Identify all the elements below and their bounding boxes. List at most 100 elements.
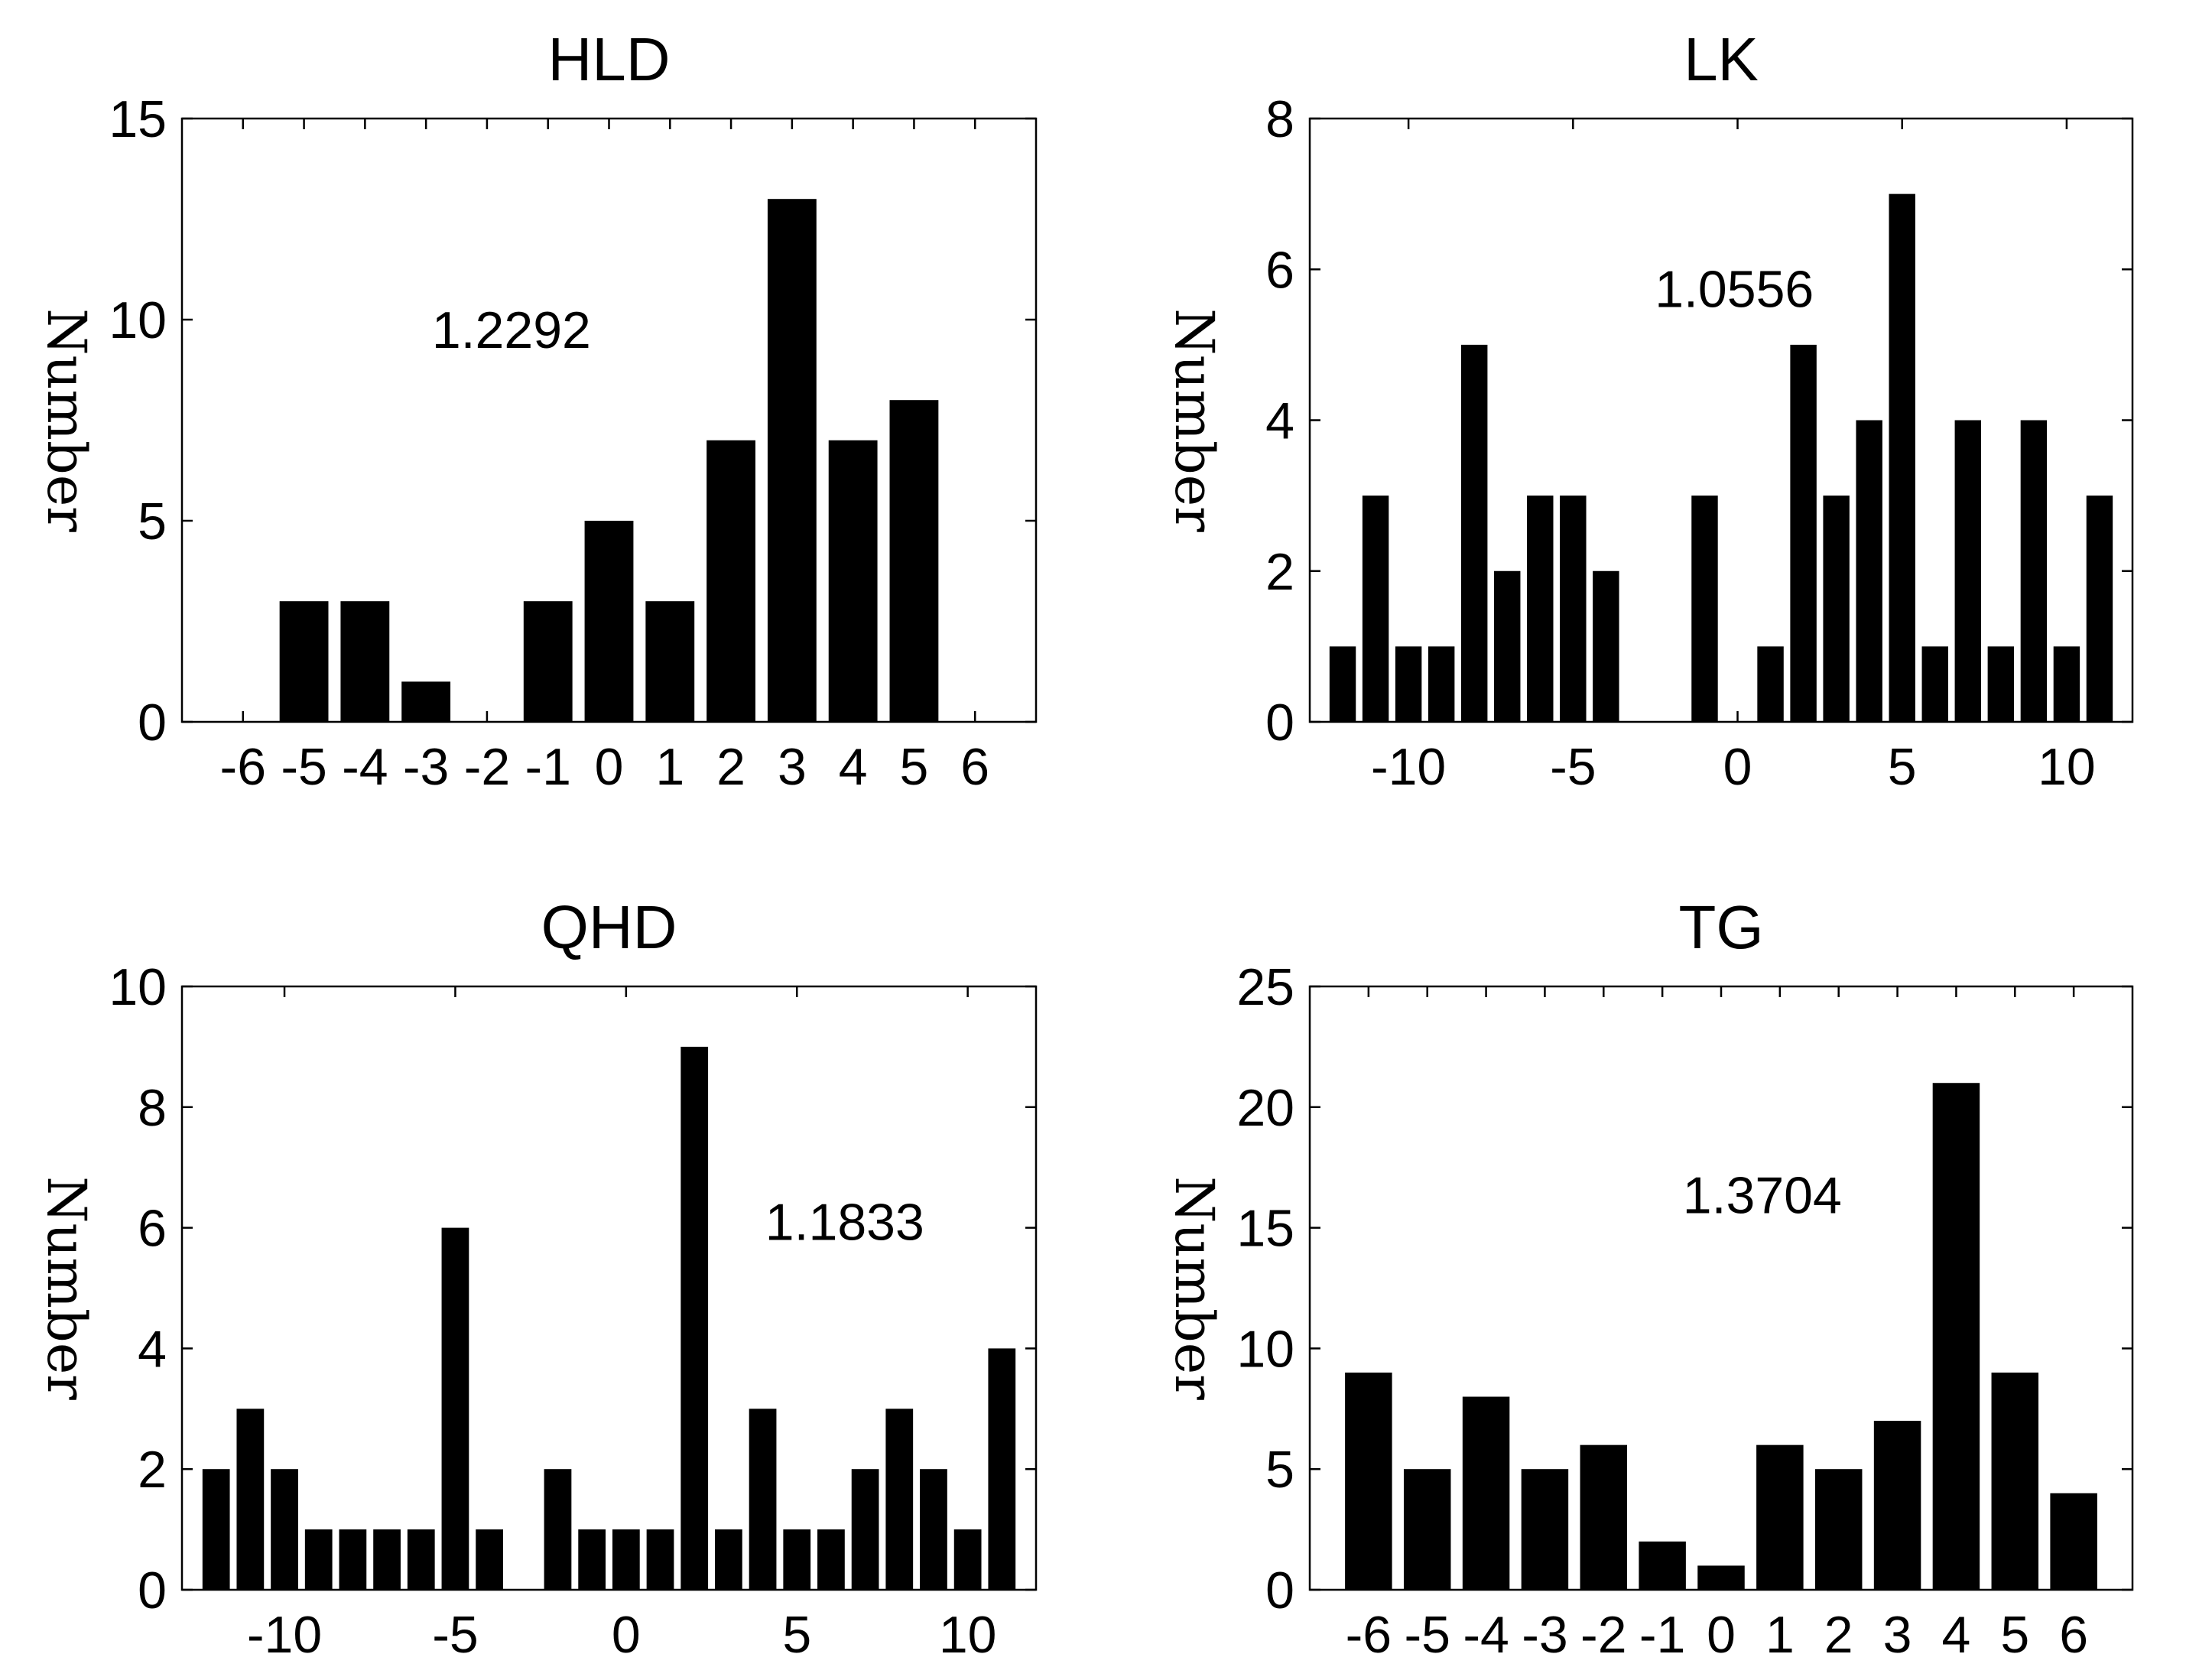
panel-3-bar-8 xyxy=(885,1409,914,1590)
panel-2-xtick-label: 10 xyxy=(2038,738,2096,796)
panel-3-xtick-label: -10 xyxy=(247,1606,322,1664)
panel-4-bar--2 xyxy=(1580,1444,1628,1590)
panel-1-bar-2 xyxy=(706,440,755,722)
panel-2-xtick-label: 0 xyxy=(1723,738,1752,796)
panel-2-bar--10 xyxy=(1395,646,1422,722)
panel-3-bar--7 xyxy=(373,1529,401,1590)
panel-2-bar--4 xyxy=(1593,570,1619,722)
panel-3: -10 -5 0 5 10 0 2 4 6 8 10 QHD Number 1.1833 xyxy=(35,893,1038,1664)
panel-3-ylabel: Number xyxy=(35,1176,98,1400)
panel-2-title: LK xyxy=(1684,25,1759,93)
panel-3-bar-4 xyxy=(749,1409,777,1590)
panel-1-bar--4 xyxy=(340,601,390,722)
panel-1-bar-0 xyxy=(584,521,634,722)
panel-1-bar-4 xyxy=(828,440,878,722)
panel-2-xtick-label: 5 xyxy=(1888,738,1917,796)
panel-4-xtick-label: -6 xyxy=(1346,1606,1392,1664)
panel-2-bar--1 xyxy=(1691,496,1718,722)
panel-3-title: QHD xyxy=(541,893,677,961)
panel-4-ytick-label: 10 xyxy=(1236,1320,1294,1378)
panel-2-bar-6 xyxy=(1921,646,1948,722)
panel-2-bar--5 xyxy=(1560,496,1587,722)
panel-1-xtick-label: 5 xyxy=(900,738,929,796)
panel-4-xtick-label: 6 xyxy=(2059,1606,2088,1664)
panel-1-bar--5 xyxy=(279,601,329,722)
panel-2-annotation: 1.0556 xyxy=(1655,261,1814,319)
panel-3-bar-6 xyxy=(817,1529,845,1590)
panel-1-xtick-label: -5 xyxy=(281,738,326,796)
panel-1-xtick-label: 3 xyxy=(778,738,807,796)
panel-4-bar-2 xyxy=(1814,1469,1863,1590)
panel-3-ytick-label: 8 xyxy=(138,1079,167,1137)
panel-4-bar-3 xyxy=(1873,1421,1921,1590)
panel-2-bar--12 xyxy=(1329,646,1356,722)
panel-2: -10 -5 0 5 10 0 2 4 6 8 LK Number 1.0556 xyxy=(1163,25,2134,796)
panel-3-bar--1 xyxy=(578,1529,606,1590)
panel-1-xtick-label: -4 xyxy=(342,738,388,796)
panel-4-ytick-label: 5 xyxy=(1265,1441,1294,1499)
panel-2-bar-4 xyxy=(1856,420,1882,722)
panel-4-xtick-label: 1 xyxy=(1765,1606,1795,1664)
panel-3-bar--10 xyxy=(271,1469,298,1590)
panel-4-xtick-label: -1 xyxy=(1639,1606,1685,1664)
panel-3-ytick-label: 10 xyxy=(109,958,167,1016)
panel-3-bar--5 xyxy=(441,1227,469,1590)
panel-4-xtick-label: -3 xyxy=(1522,1606,1567,1664)
panel-3-bar-9 xyxy=(920,1469,947,1590)
panel-4-xtick-label: 4 xyxy=(1942,1606,1971,1664)
panel-3-bar--9 xyxy=(304,1529,333,1590)
panel-3-axes-box xyxy=(180,985,1038,1591)
panel-4-bar--6 xyxy=(1345,1372,1392,1590)
panel-2-ytick-label: 2 xyxy=(1265,543,1294,601)
panel-3-bar-1 xyxy=(646,1529,674,1590)
panel-2-bar--11 xyxy=(1362,496,1389,722)
panel-2-bar-2 xyxy=(1790,344,1817,722)
panel-3-bar--6 xyxy=(407,1529,435,1590)
panel-4-xtick-label: 3 xyxy=(1883,1606,1912,1664)
panel-4-ylabel: Number xyxy=(1163,1176,1226,1400)
panel-4-bar--5 xyxy=(1403,1469,1451,1590)
panel-3-bar--11 xyxy=(236,1409,265,1590)
panel-1-xtick-label: -2 xyxy=(464,738,510,796)
panel-4-bar-6 xyxy=(2050,1493,2097,1590)
panel-3-xtick-label: 0 xyxy=(612,1606,641,1664)
panel-4-ytick-label: 20 xyxy=(1236,1079,1294,1137)
panel-3-bar-11 xyxy=(988,1348,1016,1590)
panel-4-title: TG xyxy=(1678,893,1763,961)
panel-2-xtick-label: -10 xyxy=(1371,738,1446,796)
panel-4-annotation: 1.3704 xyxy=(1683,1167,1842,1225)
panel-3-xtick-label: 5 xyxy=(782,1606,811,1664)
panel-2-bar-11 xyxy=(2086,496,2113,722)
panel-2-bar-5 xyxy=(1889,193,1915,722)
panel-4-ytick-label: 0 xyxy=(1265,1561,1294,1620)
panel-4-bar--4 xyxy=(1462,1396,1510,1590)
panel-1-xtick-label: -3 xyxy=(403,738,449,796)
panel-4-ytick-label: 25 xyxy=(1236,958,1294,1016)
panel-2-bar-7 xyxy=(1954,420,1982,722)
panel-1-xtick-label: 0 xyxy=(595,738,624,796)
panel-3-bar--12 xyxy=(202,1469,230,1590)
panel-4-xtick-label: -4 xyxy=(1463,1606,1509,1664)
panel-2-bar--7 xyxy=(1494,570,1521,722)
panel-1-xtick-label: -6 xyxy=(220,738,266,796)
panel-2-ytick-label: 8 xyxy=(1265,90,1294,148)
panel-3-bar--8 xyxy=(339,1529,367,1590)
panel-3-bar-7 xyxy=(851,1469,879,1590)
panel-2-bar-1 xyxy=(1757,646,1784,722)
panel-4-bar-1 xyxy=(1756,1444,1804,1590)
panel-1-xtick-label: 6 xyxy=(960,738,989,796)
panel-3-xtick-label: -5 xyxy=(432,1606,478,1664)
panel-2-axes-box xyxy=(1308,117,2134,723)
panel-3-ytick-label: 4 xyxy=(138,1320,167,1378)
panel-4-bar-5 xyxy=(1991,1372,2039,1590)
panel-2-ytick-label: 4 xyxy=(1265,392,1294,450)
panel-2-bar-9 xyxy=(2020,420,2048,722)
panel-2-bar--6 xyxy=(1527,496,1554,722)
panel-1-xtick-label: 2 xyxy=(716,738,745,796)
panel-2-ytick-label: 6 xyxy=(1265,241,1294,299)
panel-2-bar-8 xyxy=(1987,646,2015,722)
panel-1-ylabel: Number xyxy=(35,308,98,532)
panel-1-ytick-label: 5 xyxy=(138,492,167,551)
